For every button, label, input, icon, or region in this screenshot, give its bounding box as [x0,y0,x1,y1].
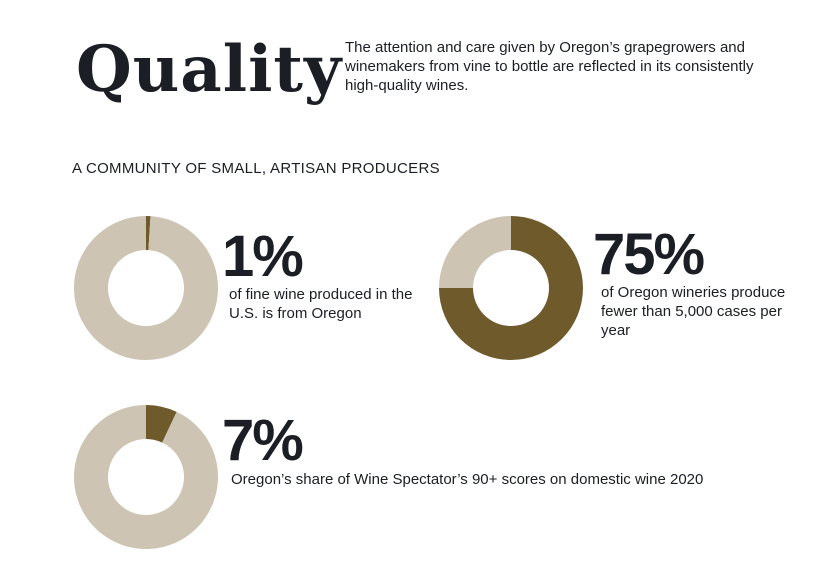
stat-caption-wine-spectator: Oregon’s share of Wine Spectator’s 90+ s… [231,471,704,488]
intro-text: The attention and care given by Oregon’s… [345,39,754,94]
stat-value-wine-spectator: 7% [222,408,304,473]
page-title: Quality [76,32,343,107]
donut-slice-highlight [146,216,151,251]
stat-value-fine-wine: 1% [222,224,304,289]
donut-slice-remainder [439,216,511,288]
donut-chart-fine-wine-share [73,216,218,360]
donut-chart-wine-spectator-share [74,405,218,549]
donut-slice-highlight [439,216,583,360]
section-heading: A COMMUNITY OF SMALL, ARTISAN PRODUCERS [72,160,440,177]
stat-caption-small-wineries: of Oregon wineries produce fewer than 5,… [601,284,786,339]
donut-chart-small-wineries [439,216,583,360]
donut-slice-highlight [146,405,177,443]
donut-slice-remainder [73,216,218,360]
donut-slice-remainder [74,405,218,549]
stat-caption-fine-wine: of fine wine produced in the U.S. is fro… [229,286,413,322]
stat-value-small-wineries: 75% [593,222,705,287]
